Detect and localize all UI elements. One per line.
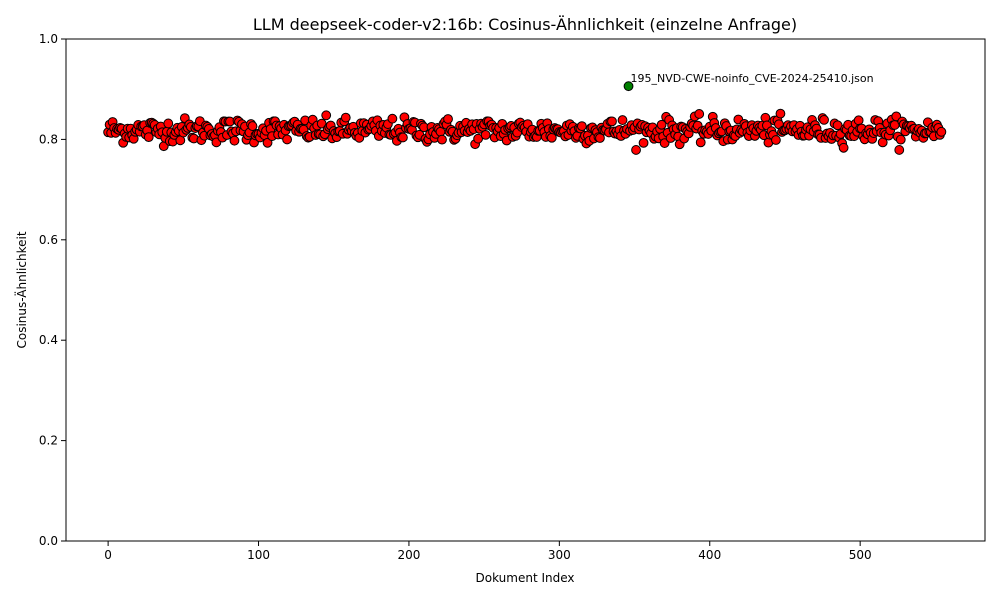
- data-point: [321, 110, 332, 121]
- y-axis-label: Cosinus-Ähnlichkeit: [14, 231, 29, 348]
- plot-frame: [65, 38, 986, 542]
- data-point: [387, 113, 398, 124]
- data-point: [262, 137, 273, 148]
- data-point: [577, 121, 587, 132]
- x-tick-label: 400: [698, 548, 721, 562]
- y-tick-label: 0.4: [39, 333, 58, 347]
- highlight-point: [623, 81, 634, 92]
- y-tick-label: 0.8: [39, 132, 58, 146]
- x-tick-label: 100: [247, 548, 270, 562]
- data-point: [895, 134, 906, 145]
- y-tick-label: 0.2: [39, 434, 58, 448]
- data-point: [771, 135, 781, 145]
- data-point: [435, 126, 446, 137]
- data-point: [631, 145, 641, 155]
- data-point: [838, 142, 849, 153]
- data-point: [229, 135, 240, 146]
- data-point: [936, 126, 947, 137]
- y-tick-label: 0.6: [39, 233, 58, 247]
- y-axis: 0.0 0.2 0.4 0.6 0.8 1.0: [39, 32, 66, 548]
- highlight-annotation: 195_NVD-CWE-noinfo_CVE-2024-25410.json: [631, 72, 874, 85]
- data-point: [656, 119, 667, 130]
- data-point: [340, 112, 351, 123]
- data-point: [638, 137, 649, 148]
- data-point: [546, 132, 557, 143]
- data-point: [282, 134, 293, 145]
- data-point: [819, 114, 829, 125]
- data-point: [143, 132, 154, 143]
- data-point: [480, 130, 491, 140]
- data-point: [163, 118, 174, 129]
- data-point: [694, 109, 705, 119]
- highlight-group: 195_NVD-CWE-noinfo_CVE-2024-25410.json: [623, 72, 874, 92]
- chart-title: LLM deepseek-coder-v2:16b: Cosinus-Ähnli…: [253, 15, 797, 34]
- x-tick-label: 300: [548, 548, 571, 562]
- data-point: [617, 115, 628, 125]
- data-point: [247, 121, 258, 131]
- x-axis: 0 100 200 300 400 500: [104, 541, 872, 562]
- data-point: [853, 115, 864, 126]
- y-tick-label: 1.0: [39, 32, 58, 46]
- data-point: [775, 108, 786, 119]
- data-point: [443, 114, 453, 124]
- x-axis-label: Dokument Index: [476, 571, 575, 585]
- y-tick-label: 0.0: [39, 534, 58, 548]
- x-tick-label: 200: [397, 548, 420, 562]
- data-point: [607, 116, 617, 127]
- data-points: [103, 108, 947, 155]
- data-point: [437, 134, 447, 145]
- data-point: [695, 137, 706, 148]
- data-point: [398, 132, 408, 143]
- x-tick-label: 500: [849, 548, 872, 562]
- x-tick-label: 0: [104, 548, 112, 562]
- data-point: [894, 145, 905, 155]
- data-point: [473, 133, 484, 144]
